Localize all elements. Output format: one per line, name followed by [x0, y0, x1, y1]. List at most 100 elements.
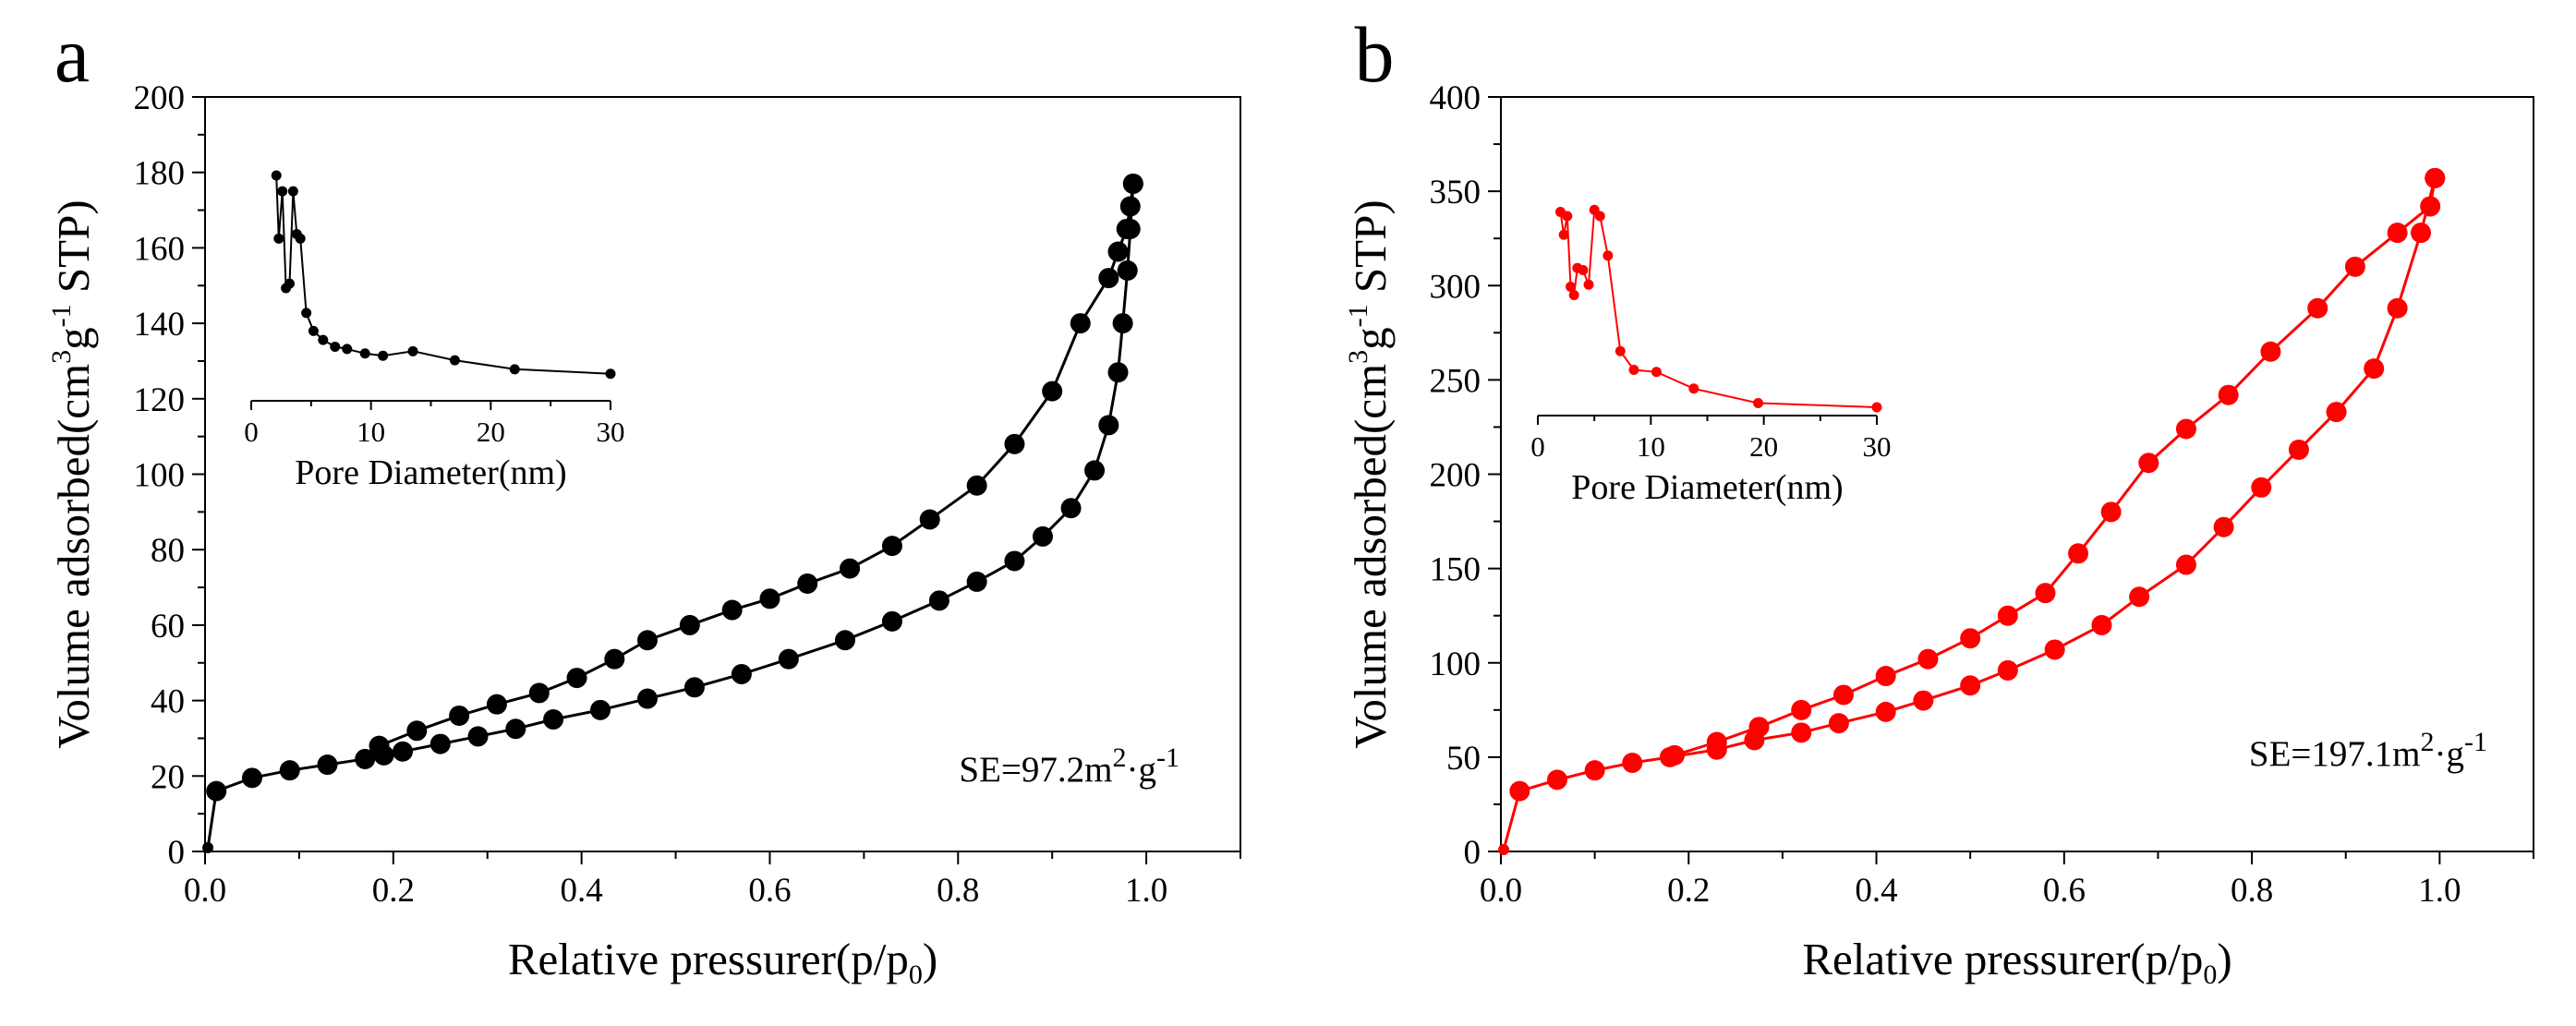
inset-data-point — [287, 186, 298, 197]
data-point — [2251, 477, 2272, 498]
x-axis-title: Relative pressurer(p/p0) — [1802, 934, 2231, 990]
data-point — [2091, 614, 2112, 635]
y-tick-label: 300 — [1430, 268, 1482, 306]
data-point — [778, 648, 799, 670]
data-point — [1112, 313, 1133, 334]
data-point — [1664, 744, 1686, 766]
x-axis-title: Relative pressurer(p/p0) — [508, 934, 937, 990]
x-tick-label: 0.8 — [2231, 872, 2273, 910]
inset-data-point — [271, 170, 282, 181]
y-tick-label: 180 — [134, 155, 186, 193]
inset-x-axis-title: Pore Diameter(nm) — [1571, 468, 1843, 507]
inset-data-point — [295, 233, 306, 244]
y-tick-label: 150 — [1430, 551, 1482, 589]
y-tick-label: 50 — [1446, 740, 1481, 778]
data-point — [1960, 628, 1981, 649]
inset-data-point — [1558, 229, 1569, 240]
inset-data-point — [378, 350, 389, 361]
data-point — [2129, 586, 2150, 608]
x-tick-label: 0.0 — [1480, 872, 1522, 910]
y-tick-label: 160 — [134, 230, 186, 268]
data-point — [1498, 843, 1510, 855]
data-point — [1116, 218, 1137, 239]
surface-area-annotation: SE=197.1m2·g-1 — [2249, 727, 2487, 774]
inset-x-axis-title: Pore Diameter(nm) — [295, 453, 566, 492]
inset-series-line — [275, 175, 611, 375]
data-point — [966, 571, 987, 592]
data-point — [797, 573, 818, 594]
y-tick-label: 350 — [1430, 174, 1482, 211]
series-adsorption — [202, 173, 1143, 853]
inset-data-point — [1602, 250, 1614, 261]
y-tick-label: 100 — [134, 457, 186, 495]
data-point — [2213, 516, 2234, 537]
y-tick-label: 200 — [134, 79, 186, 117]
inset-data-point — [277, 186, 288, 197]
x-tick-label: 0.4 — [561, 872, 603, 910]
data-point — [467, 726, 489, 747]
data-point — [721, 599, 743, 621]
inset-data-point — [509, 364, 520, 375]
data-point — [1584, 760, 1605, 781]
data-point — [355, 748, 376, 769]
data-point — [834, 630, 855, 651]
data-point — [636, 630, 658, 651]
data-point — [1791, 699, 1812, 720]
data-point — [2288, 439, 2309, 460]
data-point — [881, 536, 902, 557]
data-point — [1032, 525, 1053, 547]
inset-x-tick-label: 20 — [477, 416, 505, 448]
data-point — [1117, 260, 1138, 281]
data-point — [406, 720, 428, 742]
data-point — [966, 475, 987, 496]
data-point — [1107, 241, 1129, 262]
data-point — [928, 590, 949, 611]
data-point — [317, 754, 338, 776]
data-point — [2035, 583, 2056, 604]
data-point — [604, 648, 625, 670]
data-point — [590, 699, 611, 720]
inset-data-point — [1562, 211, 1573, 222]
y-tick-label: 400 — [1430, 79, 1482, 117]
x-tick-label: 1.0 — [2418, 872, 2461, 910]
data-point — [1060, 498, 1082, 519]
data-point — [1070, 313, 1091, 334]
data-point — [505, 718, 526, 740]
y-tick-label: 20 — [151, 758, 185, 796]
data-point — [1122, 173, 1143, 194]
inset-data-point — [1871, 402, 1882, 413]
data-point — [679, 614, 700, 635]
y-tick-label: 40 — [151, 683, 185, 721]
series-desorption — [369, 173, 1143, 756]
data-point — [1832, 684, 1854, 706]
data-point — [2175, 554, 2196, 575]
surface-area-annotation: SE=97.2m2·g-1 — [959, 742, 1179, 790]
data-point — [2044, 639, 2065, 660]
data-point — [2364, 358, 2385, 380]
data-point — [2425, 167, 2446, 188]
inset-data-point — [1753, 398, 1764, 408]
x-tick-label: 0.2 — [1667, 872, 1710, 910]
inset-data-point — [1615, 345, 1626, 356]
data-point — [2100, 501, 2122, 523]
x-tick-label: 0.6 — [2043, 872, 2086, 910]
inset-data-point — [1565, 282, 1576, 292]
y-tick-label: 80 — [151, 532, 185, 570]
data-point — [1546, 769, 1567, 791]
inset-chart: 0 10 20 30 Pore Diameter(nm) — [244, 170, 625, 492]
inset-data-point — [449, 355, 460, 366]
inset-chart: 0 10 20 30 Pore Diameter(nm) — [1530, 204, 1892, 507]
y-tick-label: 0 — [1464, 834, 1482, 872]
data-point — [759, 588, 780, 610]
data-point — [919, 509, 940, 530]
data-point — [486, 694, 507, 715]
inset-data-point — [301, 308, 312, 319]
data-point — [566, 668, 587, 689]
data-point — [2420, 196, 2441, 217]
x-tick-label: 0.0 — [184, 872, 226, 910]
data-point — [1098, 268, 1119, 289]
inset-data-point — [1651, 367, 1662, 378]
data-point — [202, 841, 214, 853]
data-point — [369, 735, 390, 756]
